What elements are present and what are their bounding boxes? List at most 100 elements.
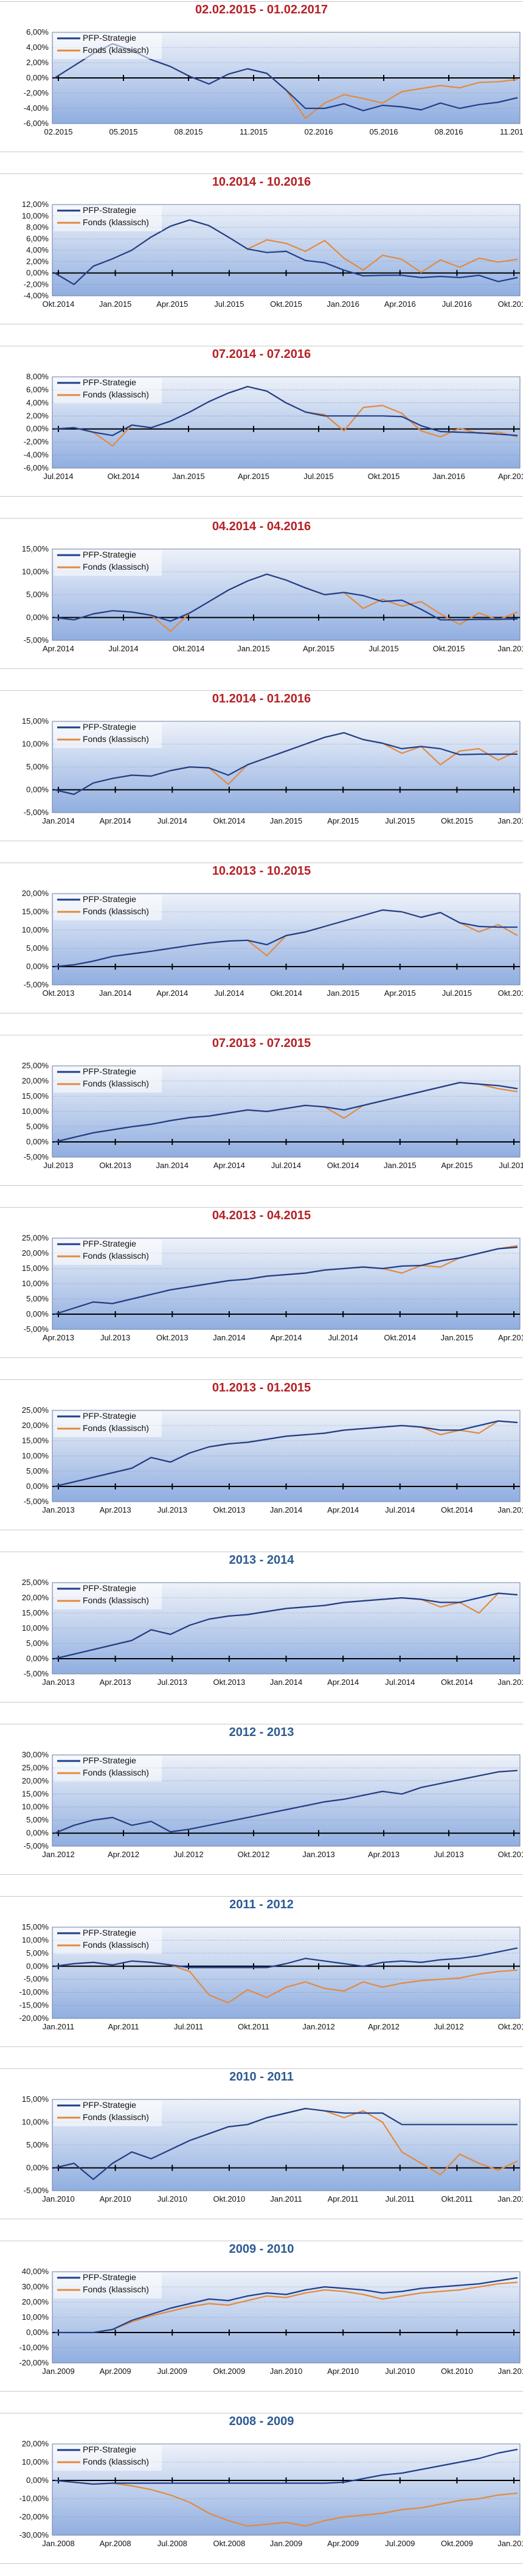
x-tick-label: Apr.2010 xyxy=(100,2194,131,2203)
legend-label: PFP-Strategie xyxy=(83,1928,136,1937)
y-tick-label: 0,00% xyxy=(26,1829,49,1838)
legend-label: PFP-Strategie xyxy=(83,33,136,43)
x-tick-label: Jul.2015 xyxy=(214,299,244,309)
x-tick-label: Apr.2014 xyxy=(270,1333,302,1342)
x-tick-label: Okt.2014 xyxy=(108,472,140,481)
chart-title: 2013 - 2014 xyxy=(229,1553,294,1567)
x-tick-label: Jul.2015 xyxy=(369,644,398,653)
y-tick-label: -5,00% xyxy=(24,1497,49,1506)
chart-panel: 2012 - 2013 30,00% 25,00% 20,00% 15,00% 10,00… xyxy=(0,1724,523,1875)
y-tick-label: 0,00% xyxy=(26,1137,49,1146)
x-tick-label: Jul.2010 xyxy=(158,2194,187,2203)
legend-label: Fonds (klassisch) xyxy=(83,562,149,572)
y-tick-label: 5,00% xyxy=(26,1294,49,1303)
y-tick-label: -15,00% xyxy=(19,2001,49,2010)
x-tick-label: Apr.2014 xyxy=(327,1505,359,1514)
legend: PFP-Strategie Fonds (klassisch) xyxy=(54,1928,162,1954)
x-tick-label: Jul.2016 xyxy=(442,299,472,309)
x-tick-label: Jan.2015 xyxy=(99,299,132,309)
y-tick-label: 0,00% xyxy=(26,424,49,433)
x-tick-label: Apr.2015 xyxy=(156,299,188,309)
legend-label: PFP-Strategie xyxy=(83,550,136,559)
x-tick-label: Okt.2014 xyxy=(327,1161,359,1170)
x-tick-label: Apr.2015 xyxy=(238,472,269,481)
y-tick-label: 6,00% xyxy=(26,27,49,37)
y-tick-label: 5,00% xyxy=(26,943,49,953)
y-tick-label: 0,00% xyxy=(26,2328,49,2337)
x-tick-label: 08.2015 xyxy=(175,127,203,136)
chart-panel: 2009 - 2010 40,00% 30,00% 20,00% 10,00% 0,00%… xyxy=(0,2241,523,2392)
x-tick-label: Jan.2010 xyxy=(42,2194,75,2203)
y-tick-label: -5,00% xyxy=(24,980,49,989)
x-tick-label: Jan.2009 xyxy=(270,2539,303,2548)
x-tick-label: Jan.2014 xyxy=(213,1333,246,1342)
x-tick-label: Okt.2014 xyxy=(213,816,245,825)
y-tick-label: -4,00% xyxy=(24,291,49,300)
y-tick-label: 0,00% xyxy=(26,785,49,794)
y-tick-label: -6,00% xyxy=(24,119,49,128)
y-tick-label: 30,00% xyxy=(22,1750,49,1759)
series-line-strategy xyxy=(54,2448,518,2485)
y-tick-label: -4,00% xyxy=(24,450,49,460)
x-tick-label: Apr.2011 xyxy=(108,2022,139,2031)
x-tick-label: Okt.2011 xyxy=(441,2194,473,2203)
x-tick-label: Apr.2016 xyxy=(498,472,523,481)
legend-label: Fonds (klassisch) xyxy=(83,1079,149,1088)
x-tick-label: Jan.2015 xyxy=(497,1678,523,1687)
x-tick-label: Jul.2015 xyxy=(303,472,333,481)
x-tick-label: Apr.2014 xyxy=(100,816,131,825)
x-tick-label: Apr.2014 xyxy=(213,1161,245,1170)
y-tick-label: -20,00% xyxy=(19,2512,49,2521)
chart-title: 01.2014 - 01.2016 xyxy=(212,692,311,705)
line-chart: 15,00% 10,00% 5,00% 0,00% -5,00%Jan.2010 Apr.… xyxy=(22,2095,523,2203)
series-line-strategy xyxy=(54,1769,518,1834)
y-tick-label: 5,00% xyxy=(26,1122,49,1131)
y-tick-label: 10,00% xyxy=(22,1623,49,1633)
legend: PFP-Strategie Fonds (klassisch) xyxy=(54,722,162,748)
y-tick-label: 0,00% xyxy=(26,1309,49,1318)
line-chart: 30,00% 25,00% 20,00% 15,00% 10,00% 5,00% 0,00%… xyxy=(22,1750,523,1859)
x-tick-label: Jan.2015 xyxy=(172,472,205,481)
line-chart: 15,00% 10,00% 5,00% 0,00% -5,00%Jan.2014 Apr.… xyxy=(22,716,523,825)
x-tick-label: Jul.2014 xyxy=(43,472,73,481)
x-tick-label: Apr.2014 xyxy=(327,1678,359,1687)
y-tick-label: 10,00% xyxy=(22,925,49,934)
x-tick-label: Okt.2014 xyxy=(384,1333,416,1342)
y-tick-label: 10,00% xyxy=(22,211,49,220)
x-tick-label: Jul.2009 xyxy=(385,2539,415,2548)
series-line-strategy xyxy=(54,1420,518,1488)
x-tick-label: Jan.2015 xyxy=(327,989,359,998)
legend-label: PFP-Strategie xyxy=(83,1066,136,1076)
x-tick-label: Jul.2013 xyxy=(158,1505,187,1514)
y-tick-label: 2,00% xyxy=(26,58,49,67)
y-tick-label: 0,00% xyxy=(26,2476,49,2485)
chart-panel: 2013 - 2014 25,00% 20,00% 15,00% 10,00% 5,00%… xyxy=(0,1552,523,1703)
line-chart: 25,00% 20,00% 15,00% 10,00% 5,00% 0,00% -5,00%… xyxy=(22,1578,523,1687)
chart-panel: 10.2014 - 10.2016 12,00% 10,00% 8,00% 6,00% 4… xyxy=(0,173,523,324)
legend-label: Fonds (klassisch) xyxy=(83,1940,149,1950)
y-tick-label: 10,00% xyxy=(22,1935,49,1944)
y-tick-label: 25,00% xyxy=(22,1578,49,1587)
legend-label: PFP-Strategie xyxy=(83,722,136,732)
y-tick-label: -20,00% xyxy=(19,2014,49,2023)
legend-label: Fonds (klassisch) xyxy=(83,2457,149,2466)
legend: PFP-Strategie Fonds (klassisch) xyxy=(54,2272,162,2298)
y-tick-label: 20,00% xyxy=(22,1776,49,1785)
line-chart: 15,00% 10,00% 5,00% 0,00% -5,00% -10,00% -15,0… xyxy=(19,1922,523,2031)
y-tick-label: 4,00% xyxy=(26,245,49,254)
chart-title: 04.2014 - 04.2016 xyxy=(212,520,311,533)
line-chart: 40,00% 30,00% 20,00% 10,00% 0,00% -10,00% -20,… xyxy=(19,2267,523,2376)
series-line-strategy xyxy=(54,1246,518,1315)
y-tick-label: 20,00% xyxy=(22,1593,49,1602)
y-tick-label: 8,00% xyxy=(26,223,49,232)
series-line-strategy xyxy=(54,2107,518,2180)
y-tick-label: -2,00% xyxy=(24,279,49,289)
x-tick-label: Jan.2015 xyxy=(497,1505,523,1514)
x-tick-label: Okt.2013 xyxy=(213,1678,245,1687)
x-tick-label: Okt.2015 xyxy=(433,644,465,653)
x-tick-label: Jul.2013 xyxy=(100,1333,130,1342)
x-tick-label: Okt.2014 xyxy=(441,1678,473,1687)
x-tick-label: Okt.2015 xyxy=(368,472,400,481)
legend: PFP-Strategie Fonds (klassisch) xyxy=(54,377,162,404)
y-tick-label: -5,00% xyxy=(24,1841,49,1850)
